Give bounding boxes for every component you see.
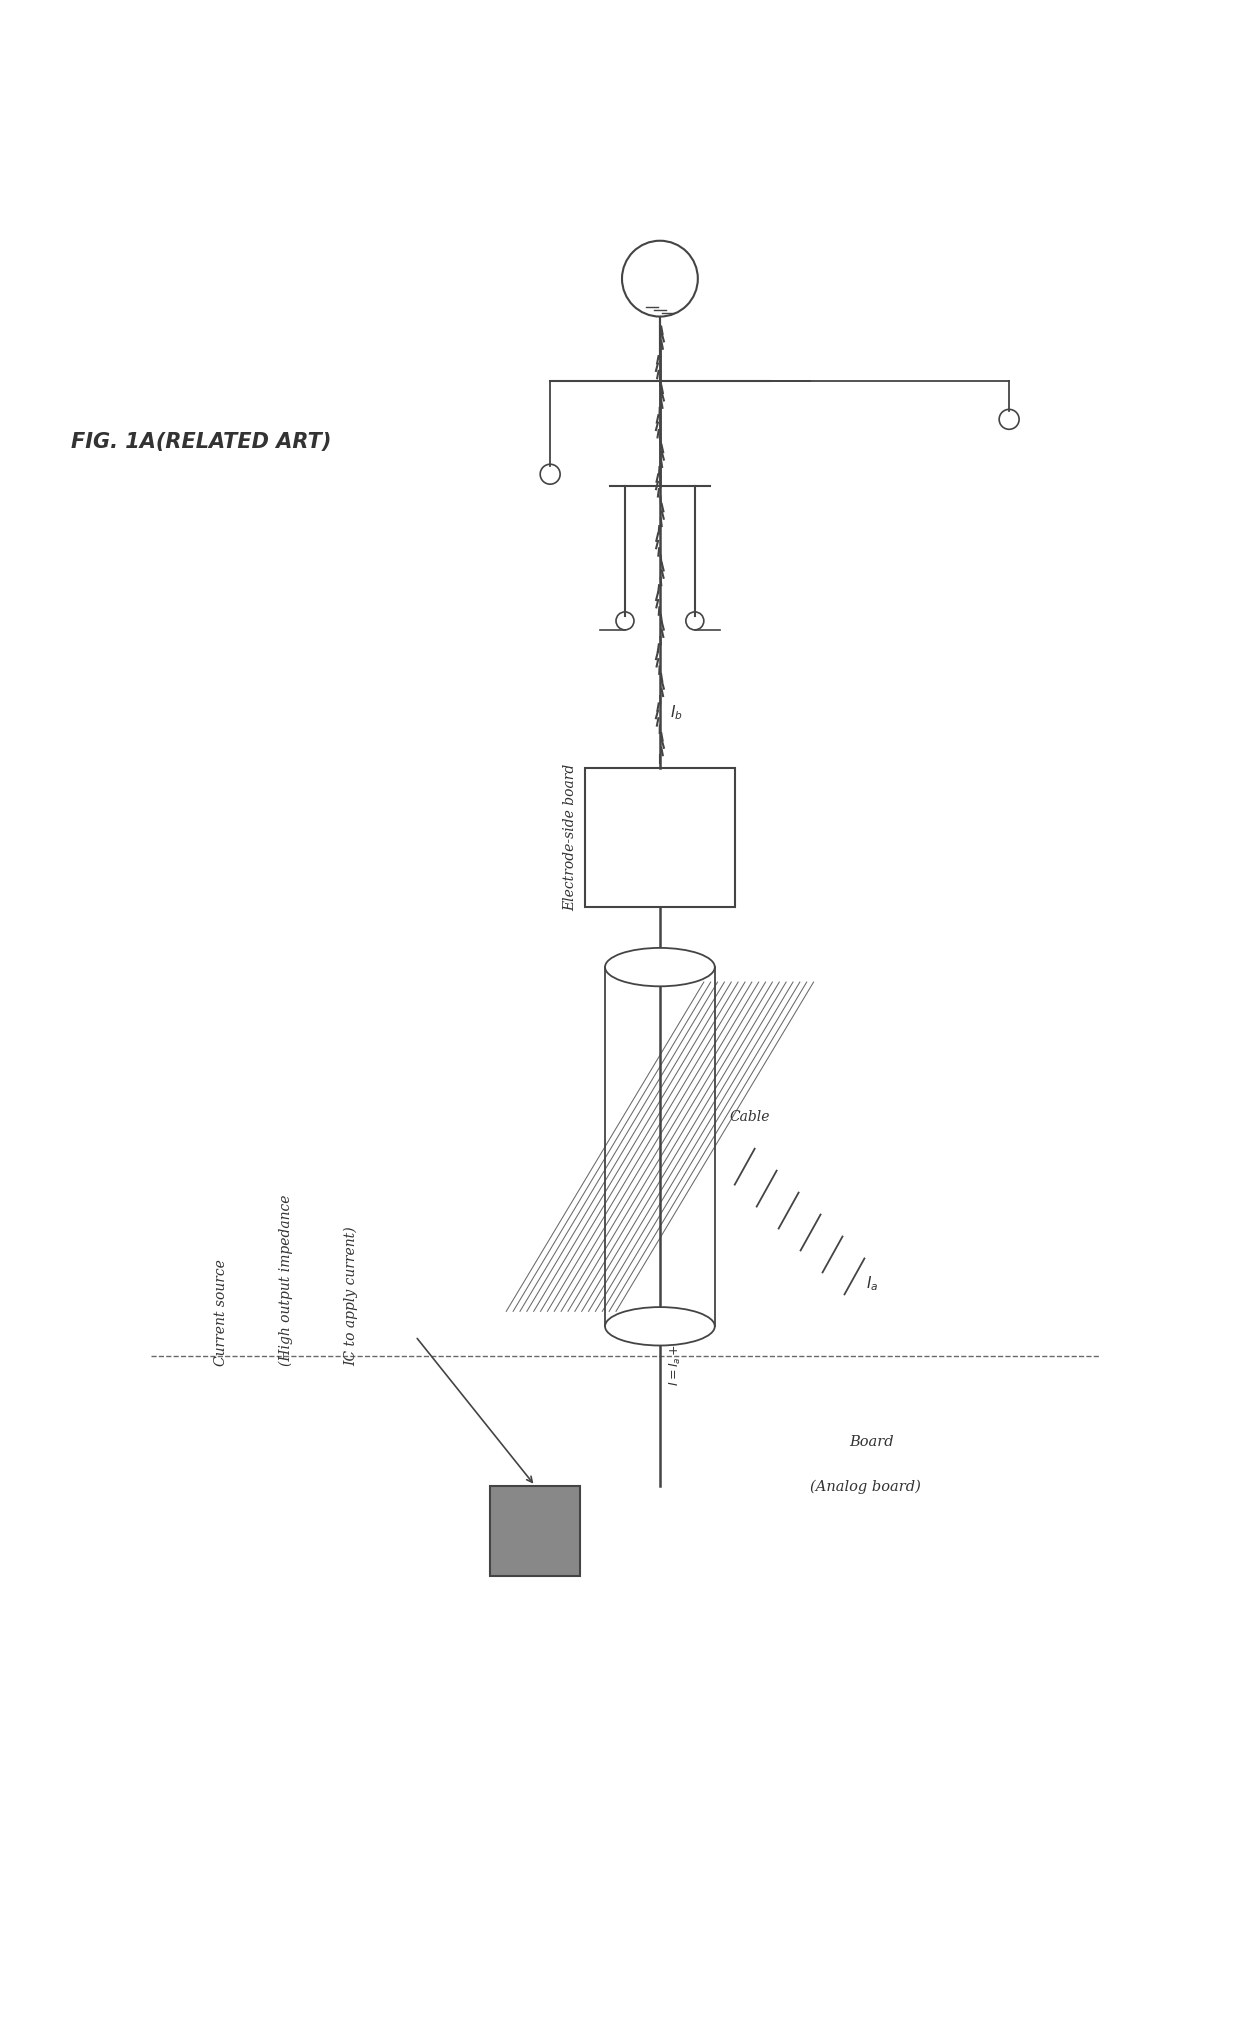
- Bar: [605, 967, 714, 1326]
- Ellipse shape: [605, 1307, 714, 1346]
- Text: (Analog board): (Analog board): [810, 1480, 920, 1494]
- Text: $I_b$: $I_b$: [670, 703, 682, 722]
- Text: FIG. 1A(RELATED ART): FIG. 1A(RELATED ART): [71, 432, 331, 452]
- Bar: [585, 768, 735, 908]
- Text: (High output impedance: (High output impedance: [279, 1194, 293, 1366]
- Text: Electrode-side board: Electrode-side board: [563, 764, 577, 910]
- Bar: [490, 1486, 580, 1575]
- Text: Cable: Cable: [730, 1109, 770, 1123]
- Text: Board: Board: [849, 1435, 894, 1449]
- Text: $I_a$: $I_a$: [867, 1275, 879, 1293]
- Text: IC to apply current): IC to apply current): [343, 1226, 358, 1366]
- Text: $I=I_a+I_b$: $I=I_a+I_b$: [668, 1332, 683, 1386]
- Ellipse shape: [605, 949, 714, 987]
- Text: Current source: Current source: [213, 1259, 228, 1366]
